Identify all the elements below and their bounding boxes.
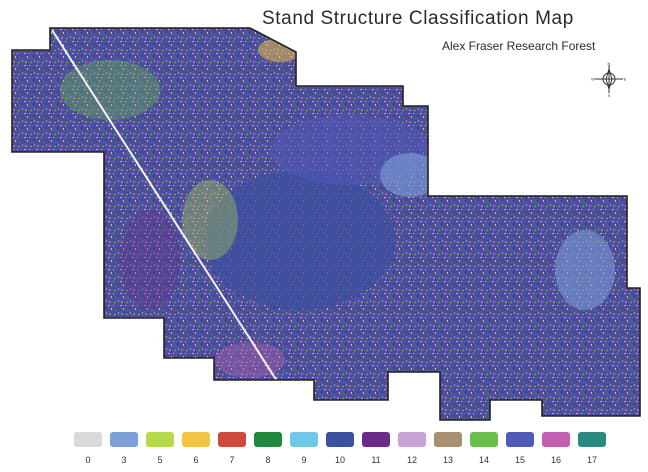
compass-n-label: N <box>608 61 611 66</box>
legend-item: 0 <box>74 432 104 468</box>
legend-swatch <box>578 432 606 447</box>
legend-label: 6 <box>193 455 199 465</box>
legend-label: 9 <box>301 455 307 465</box>
legend-label: 13 <box>442 455 453 465</box>
legend-label: 11 <box>371 455 381 465</box>
legend-label: 5 <box>157 455 163 465</box>
legend-item: 17 <box>578 432 608 468</box>
legend-item: 10 <box>326 432 356 468</box>
classification-map <box>11 27 641 421</box>
legend-swatch <box>398 432 426 447</box>
legend-swatch <box>506 432 534 447</box>
road-line <box>51 29 303 420</box>
legend-item: 7 <box>218 432 248 468</box>
legend-label: 14 <box>478 455 489 465</box>
legend-item: 8 <box>254 432 284 468</box>
legend-label: 3 <box>121 455 127 465</box>
legend-item: 6 <box>182 432 212 468</box>
legend-swatch <box>470 432 498 447</box>
zone-class-3-east <box>555 230 615 310</box>
north-arrow-compass-icon: N E S W <box>591 61 627 97</box>
map-raster <box>12 28 640 420</box>
legend-item: 12 <box>398 432 428 468</box>
zone-class-16-south <box>215 342 285 378</box>
legend-label: 15 <box>514 455 525 465</box>
legend-item: 14 <box>470 432 500 468</box>
map-title: Stand Structure Classification Map <box>262 8 574 29</box>
compass-e-label: E <box>624 77 627 82</box>
zone-class-14-northwest <box>60 60 160 120</box>
legend-item: 9 <box>290 432 320 468</box>
legend-item: 15 <box>506 432 536 468</box>
legend-label: 10 <box>334 455 345 465</box>
legend-label: 0 <box>85 455 91 465</box>
legend-label: 16 <box>550 455 561 465</box>
legend-item: 16 <box>542 432 572 468</box>
zone-class-5-west <box>182 180 238 260</box>
legend-swatch <box>542 432 570 447</box>
legend-label: 17 <box>586 455 597 465</box>
zone-class-11-west <box>120 210 180 310</box>
legend-swatch <box>218 432 246 447</box>
legend-item: 5 <box>146 432 176 468</box>
legend-item: 11 <box>362 432 392 468</box>
legend-swatch <box>362 432 390 447</box>
legend-label: 7 <box>229 455 235 465</box>
legend-swatch <box>146 432 174 447</box>
legend-swatch <box>182 432 210 447</box>
map-subtitle: Alex Fraser Research Forest <box>442 39 596 53</box>
legend-swatch <box>110 432 138 447</box>
legend-label: 8 <box>265 455 271 465</box>
legend-swatch <box>434 432 462 447</box>
legend-swatch <box>290 432 318 447</box>
legend-item: 13 <box>434 432 464 468</box>
compass-w-label: W <box>591 77 595 82</box>
zone-class-10-central <box>205 170 395 310</box>
compass-s-label: S <box>608 93 611 97</box>
legend-swatch <box>254 432 282 447</box>
legend-label: 12 <box>406 455 417 465</box>
legend: 0 3 5 6 7 8 9 10 11 12 13 14 15 16 17 <box>74 432 606 472</box>
legend-item: 3 <box>110 432 140 468</box>
zone-class-3-north <box>380 153 440 197</box>
legend-swatch <box>326 432 354 447</box>
legend-swatch <box>74 432 102 447</box>
